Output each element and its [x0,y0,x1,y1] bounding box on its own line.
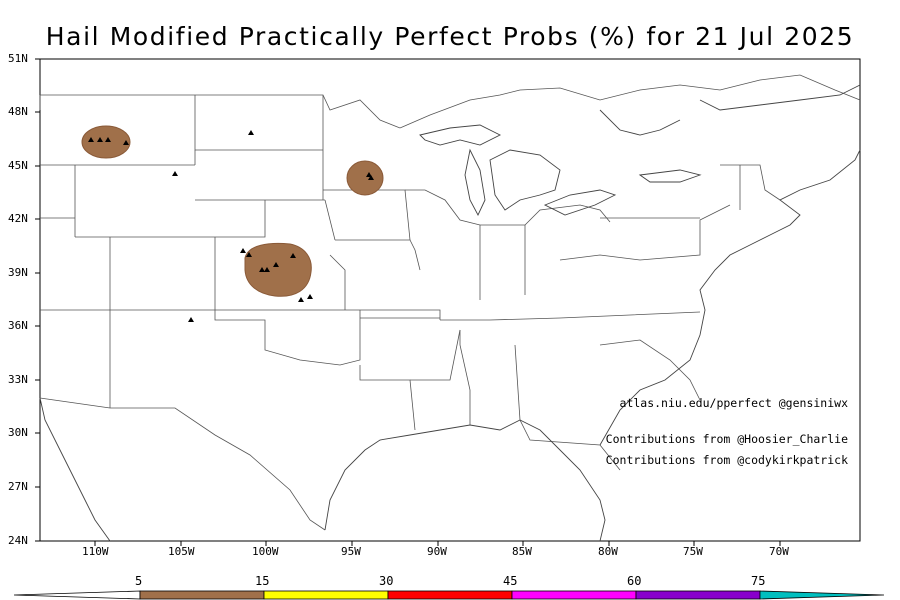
hail-report-marker [88,137,94,142]
lat-label: 39N [8,266,28,279]
probability-area-wisconsin [346,160,384,196]
hail-report-markers [88,130,374,322]
colorbar [13,590,885,600]
hail-report-marker [307,294,313,299]
colorbar-tick-label: 5 [135,574,143,588]
lat-label: 33N [8,373,28,386]
colorbar-tick-label: 15 [255,574,270,588]
hail-report-marker [97,137,103,142]
lat-label: 36N [8,319,28,332]
lon-label: 110W [82,545,109,558]
colorbar-left-arrow [13,590,141,600]
hail-report-marker [123,140,129,145]
hail-report-marker [248,130,254,135]
lon-label: 85W [512,545,532,558]
map-panel [35,58,861,546]
colorbar-right-arrow [759,590,885,600]
colorbar-tick-label: 45 [503,574,518,588]
hail-report-marker [273,262,279,267]
lat-label: 42N [8,212,28,225]
hail-report-marker [368,175,374,180]
hail-report-marker [290,253,296,258]
lat-label: 45N [8,159,28,172]
colorbar-segment-45-60 [511,590,637,600]
colorbar-segment-60-75 [635,590,761,600]
contribution-credit-1: Contributions from @Hoosier_Charlie [605,432,848,446]
state-borders [39,74,861,531]
lat-label: 48N [8,105,28,118]
source-credit: atlas.niu.edu/pperfect @gensiniwx [619,396,848,410]
colorbar-segment-30-45 [387,590,513,600]
lat-label: 30N [8,426,28,439]
lon-label: 70W [769,545,789,558]
hail-report-marker [188,317,194,322]
lon-label: 90W [427,545,447,558]
colorbar-segment-5-15 [139,590,265,600]
lat-ticks [35,58,40,542]
hail-report-marker [298,297,304,302]
colorbar-tick-label: 30 [379,574,394,588]
colorbar-tick-label: 75 [751,574,766,588]
map-title: Hail Modified Practically Perfect Probs … [45,22,855,51]
hail-report-marker [240,248,246,253]
hail-report-marker [172,171,178,176]
lat-label: 24N [8,534,28,547]
lon-label: 100W [252,545,279,558]
hail-report-marker [366,172,372,177]
hail-report-marker [264,267,270,272]
lat-label: 27N [8,480,28,493]
lon-label: 75W [683,545,703,558]
lon-label: 80W [598,545,618,558]
contribution-credit-2: Contributions from @codykirkpatrick [605,453,848,467]
hail-report-marker [105,137,111,142]
lon-ticks [94,541,781,546]
probability-area-kansas-nebraska [244,242,312,297]
hail-report-marker [246,252,252,257]
lat-label: 51N [8,52,28,65]
hail-report-marker [259,267,265,272]
colorbar-tick-label: 60 [627,574,642,588]
lon-label: 95W [341,545,361,558]
coastline [39,84,861,542]
colorbar-segment-15-30 [263,590,389,600]
lon-label: 105W [168,545,195,558]
